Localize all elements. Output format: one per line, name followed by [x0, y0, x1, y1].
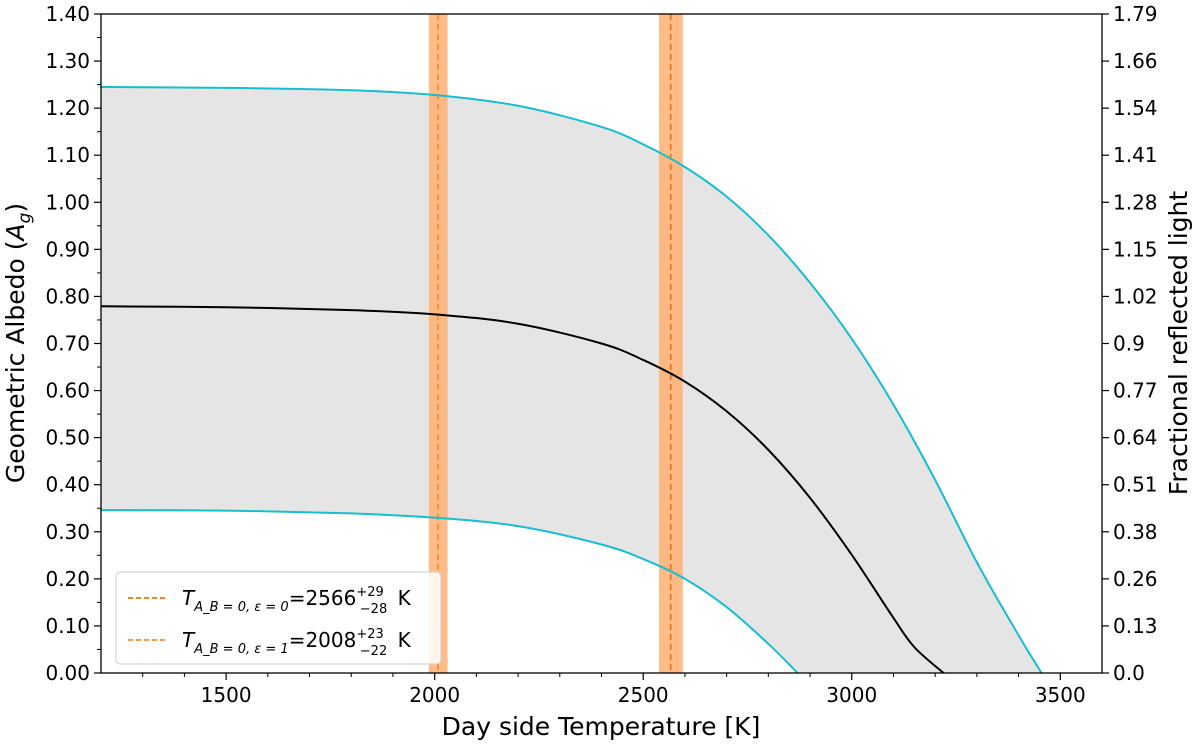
plot-area	[101, 14, 1043, 673]
temperature-band-1	[428, 14, 448, 673]
x-tick-label: 2000	[409, 683, 460, 707]
y-left-tick-label: 0.60	[45, 379, 90, 403]
y-left-tick-label: 0.80	[45, 284, 90, 308]
y-left-tick-label: 0.30	[45, 520, 90, 544]
x-tick-label: 1500	[201, 683, 252, 707]
x-tick-label: 3000	[826, 683, 877, 707]
legend-label-1: TA_B = 0, ε = 1=2008+23 −22 K	[182, 627, 412, 659]
x-tick-label: 3500	[1035, 683, 1086, 707]
legend-label-1-part-2: =2008	[289, 628, 357, 652]
legend-label-0-part-5: K	[391, 586, 411, 610]
legend-label-0-part-2: =2566	[289, 586, 357, 610]
y-right-tick-label: 0.38	[1113, 520, 1158, 544]
legend-label-1-part-1: A_B = 0, ε = 1	[193, 642, 288, 657]
y-left-tick-label: 0.70	[45, 332, 90, 356]
legend-label-1-part-5: K	[391, 628, 411, 652]
y-left-tick-label: 0.40	[45, 473, 90, 497]
y-right-tick-label: 0.77	[1113, 379, 1158, 403]
legend-label-0-part-0: T	[182, 586, 196, 610]
y-left-tick-label: 0.20	[45, 567, 90, 591]
legend-label-1-part-4: −22	[360, 644, 387, 659]
y-right-tick-label: 1.66	[1113, 49, 1158, 73]
y-left-tick-label: 1.10	[45, 143, 90, 167]
y-left-tick-label: 0.90	[45, 237, 90, 261]
y-left-tick-label: 1.20	[45, 96, 90, 120]
y-right-tick-label: 1.54	[1113, 96, 1158, 120]
axes: 1500 2000 2500 3000 3500 0.00 0.10 0.20 0.30 0.40…	[45, 2, 1157, 707]
legend-label-0: TA_B = 0, ε = 0=2566+29 −28 K	[182, 585, 412, 617]
y-left-tick-label: 0.10	[45, 614, 90, 638]
y-right-tick-label: 0.0	[1113, 661, 1145, 685]
y-right-tick-label: 1.79	[1113, 2, 1158, 26]
y-left-tick-label: 0.00	[45, 661, 90, 685]
x-tick-label: 2500	[618, 683, 669, 707]
legend-box	[115, 571, 442, 665]
y-left-tick-label: 1.40	[45, 2, 90, 26]
y-axis-left-label-symbol: A	[1, 223, 30, 242]
legend-label-1-part-3: +23	[356, 627, 383, 642]
y-right-tick-label: 0.9	[1113, 332, 1145, 356]
y-right-tick-label: 0.64	[1113, 426, 1158, 450]
series-line-lower-bound	[101, 509, 799, 673]
y-axis-left-label-subscript: g	[15, 212, 35, 223]
legend-label-0-part-1: A_B = 0, ε = 0	[193, 600, 288, 615]
x-axis-label: Day side Temperature [K]	[442, 712, 761, 741]
legend-label-0-part-4: −28	[360, 602, 387, 617]
y-axis-left-label: Geometric Albedo (Ag)	[1, 203, 35, 483]
series-line-median	[101, 305, 945, 673]
confidence-band	[101, 86, 1042, 673]
y-left-tick-label: 0.50	[45, 426, 90, 450]
y-right-tick-label: 1.28	[1113, 190, 1158, 214]
y-right-tick-label: 0.51	[1113, 473, 1158, 497]
legend-label-0-part-3: +29	[356, 585, 383, 600]
y-right-tick-label: 1.41	[1113, 143, 1158, 167]
y-right-tick-label: 0.26	[1113, 567, 1158, 591]
temperature-band-0	[659, 14, 683, 673]
legend-label-1-part-0: T	[182, 628, 196, 652]
y-right-tick-label: 0.13	[1113, 614, 1158, 638]
legend: TA_B = 0, ε = 0=2566+29 −28 KTA_B = 0, ε …	[115, 571, 442, 665]
y-axis-left-label-main: Geometric Albedo (	[1, 241, 30, 484]
y-right-tick-label: 1.02	[1113, 284, 1158, 308]
y-axis-right-label: Fractional reflected light	[1164, 191, 1193, 496]
y-left-tick-label: 1.00	[45, 190, 90, 214]
series-line-upper-bound	[101, 85, 1043, 673]
y-axis-left-label-close: )	[1, 203, 30, 213]
y-left-tick-label: 1.30	[45, 49, 90, 73]
y-right-tick-label: 1.15	[1113, 237, 1158, 261]
